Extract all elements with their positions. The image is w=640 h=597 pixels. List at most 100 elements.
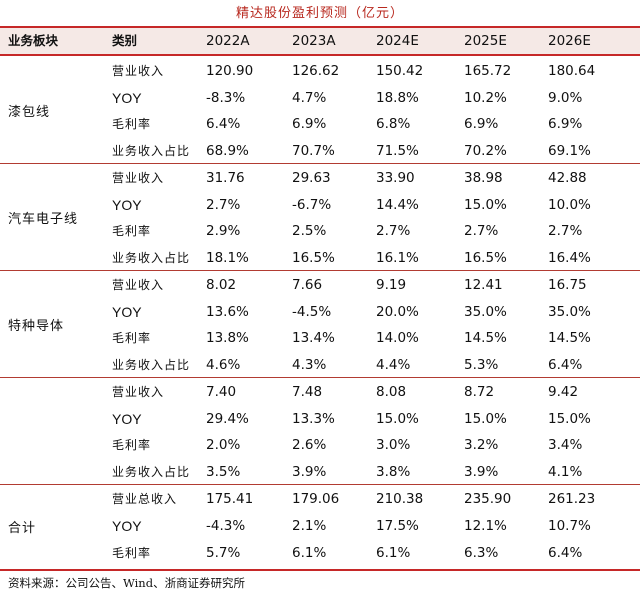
table-cell: -8.3% [206, 89, 246, 106]
segment-group: 营业收入 7.40 7.48 8.08 8.72 9.42 YOY 29.4% 13.3% 15.… [0, 378, 640, 485]
segment-group: 漆包线 营业收入 120.90 126.62 150.42 165.72 180.64 YOY… [0, 57, 640, 164]
table-row: 营业总收入 175.41 179.06 210.38 235.90 261.23 [0, 487, 640, 511]
table-cell: 2.9% [206, 223, 241, 239]
row-label: 业务收入占比 [112, 464, 191, 479]
table-row: YOY 29.4% 13.3% 15.0% 15.0% 15.0% [0, 407, 640, 431]
table-row: 业务收入占比 18.1% 16.5% 16.1% 16.5% 16.4% [0, 246, 640, 270]
table-cell: 33.90 [376, 170, 415, 186]
table-cell: 3.5% [206, 463, 241, 480]
segment-name: 漆包线 [8, 105, 51, 120]
table-cell: 6.4% [548, 545, 583, 561]
row-label: 毛利率 [112, 546, 152, 560]
table-cell: 6.9% [548, 116, 583, 132]
table-title: 精达股份盈利预测（亿元） [235, 6, 404, 21]
table-cell: 2.7% [376, 223, 411, 239]
table-cell: 2.1% [292, 518, 327, 534]
table-cell: 13.4% [292, 330, 335, 346]
table-cell: 10.2% [464, 89, 507, 106]
table-cell: 14.4% [376, 196, 419, 213]
row-label: 营业收入 [112, 385, 165, 399]
table-row: 营业收入 120.90 126.62 150.42 165.72 180.64 [0, 59, 640, 83]
table-row: 毛利率 6.4% 6.9% 6.8% 6.9% 6.9% [0, 112, 640, 136]
segment-group: 特种导体 营业收入 8.02 7.66 9.19 12.41 16.75 YOY 13.6% -4… [0, 271, 640, 378]
row-label: 营业收入 [112, 278, 165, 292]
table-cell: 16.1% [376, 249, 419, 266]
source-note: 资料来源：公司公告、Wind、浙商证券研究所 [8, 576, 246, 590]
table-cell: 6.3% [464, 545, 499, 561]
table-cell: 6.1% [292, 545, 327, 561]
table-row: 毛利率 5.7% 6.1% 6.1% 6.3% 6.4% [0, 541, 640, 565]
row-label: YOY [112, 303, 142, 320]
table-cell: 18.1% [206, 249, 249, 266]
header-year: 2023A [292, 33, 336, 49]
table-cell: 35.0% [548, 303, 591, 320]
table-cell: 29.63 [292, 170, 331, 186]
table-row: YOY -4.3% 2.1% 17.5% 12.1% 10.7% [0, 514, 640, 538]
row-label: YOY [112, 410, 142, 427]
row-label: 营业收入 [112, 64, 165, 78]
table-cell: 6.9% [292, 116, 327, 132]
table-cell: 175.41 [206, 491, 254, 507]
table-cell: 126.62 [292, 63, 340, 79]
segment-group: 汽车电子线 营业收入 31.76 29.63 33.90 38.98 42.88 YOY 2.7… [0, 164, 640, 271]
table-cell: 150.42 [376, 63, 424, 79]
table-cell: 120.90 [206, 63, 254, 79]
table-row: 营业收入 7.40 7.48 8.08 8.72 9.42 [0, 380, 640, 404]
table-cell: 15.0% [548, 410, 591, 427]
table-cell: 17.5% [376, 518, 419, 534]
table-cell: 13.8% [206, 330, 249, 346]
table-cell: 10.0% [548, 196, 591, 213]
table-cell: 20.0% [376, 303, 419, 320]
row-label: 毛利率 [112, 331, 152, 345]
segment-name: 合计 [8, 521, 37, 536]
table-cell: 4.4% [376, 356, 411, 373]
row-label: 业务收入占比 [112, 357, 191, 372]
table-cell: 35.0% [464, 303, 507, 320]
table-row: 业务收入占比 3.5% 3.9% 3.8% 3.9% 4.1% [0, 460, 640, 484]
table-cell: 4.1% [548, 463, 583, 480]
table-cell: 3.8% [376, 463, 411, 480]
row-label: YOY [112, 196, 142, 213]
table-cell: 8.02 [206, 277, 237, 293]
table-cell: 7.66 [292, 277, 323, 293]
table-cell: 18.8% [376, 89, 419, 106]
table-cell: 16.5% [292, 249, 335, 266]
segment-group: 合计 营业总收入 175.41 179.06 210.38 235.90 261.23 YOY… [0, 485, 640, 569]
table-cell: 15.0% [376, 410, 419, 427]
table-cell: 12.1% [464, 518, 507, 534]
table-cell: 4.3% [292, 356, 327, 373]
row-label: 毛利率 [112, 117, 152, 131]
table-cell: 13.3% [292, 410, 335, 427]
table-cell: 6.8% [376, 116, 411, 132]
table-cell: 3.9% [464, 463, 499, 480]
table-row: YOY 13.6% -4.5% 20.0% 35.0% 35.0% [0, 300, 640, 324]
table-cell: 29.4% [206, 410, 249, 427]
table-cell: 15.0% [464, 410, 507, 427]
table-cell: 68.9% [206, 142, 249, 159]
row-label: YOY [112, 518, 142, 534]
header-year: 2022A [206, 33, 250, 49]
table-row: 业务收入占比 4.6% 4.3% 4.4% 5.3% 6.4% [0, 353, 640, 377]
table-row: 营业收入 8.02 7.66 9.19 12.41 16.75 [0, 273, 640, 297]
table-cell: 2.7% [548, 223, 583, 239]
row-label: YOY [112, 89, 142, 106]
table-cell: 8.72 [464, 384, 495, 400]
header-year: 2025E [464, 33, 507, 49]
table-cell: 69.1% [548, 142, 591, 159]
table-cell: 180.64 [548, 63, 596, 79]
table-row: 毛利率 2.9% 2.5% 2.7% 2.7% 2.7% [0, 219, 640, 243]
table-row: YOY 2.7% -6.7% 14.4% 15.0% 10.0% [0, 193, 640, 217]
table-cell: 2.0% [206, 437, 241, 453]
table-cell: 5.3% [464, 356, 499, 373]
row-label: 毛利率 [112, 438, 152, 452]
table-cell: 7.40 [206, 384, 237, 400]
table-footer: 资料来源：公司公告、Wind、浙商证券研究所 [0, 569, 640, 597]
table-cell: 2.7% [206, 196, 241, 213]
table-cell: 6.4% [206, 116, 241, 132]
table-cell: 9.0% [548, 89, 583, 106]
table-cell: 6.9% [464, 116, 499, 132]
table-cell: 210.38 [376, 491, 424, 507]
header-segment: 业务板块 [8, 33, 59, 48]
table-cell: 3.4% [548, 437, 583, 453]
table-cell: 179.06 [292, 491, 340, 507]
